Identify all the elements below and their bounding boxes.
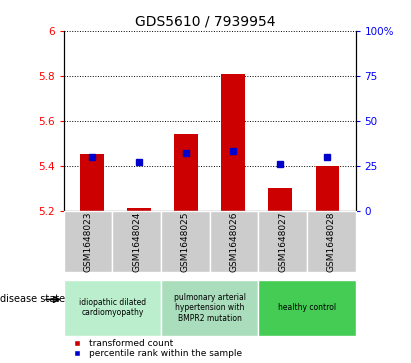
Bar <box>316 166 339 211</box>
Text: GSM1648025: GSM1648025 <box>181 211 190 272</box>
Bar <box>222 74 245 211</box>
Text: GDS5610 / 7939954: GDS5610 / 7939954 <box>135 15 276 29</box>
Text: idiopathic dilated
cardiomyopathy: idiopathic dilated cardiomyopathy <box>79 298 146 317</box>
Text: GSM1648024: GSM1648024 <box>132 211 141 272</box>
Text: healthy control: healthy control <box>278 303 336 312</box>
Text: pulmonary arterial
hypertension with
BMPR2 mutation: pulmonary arterial hypertension with BMP… <box>173 293 246 323</box>
Bar <box>80 154 104 211</box>
Bar <box>127 208 151 211</box>
Legend: transformed count, percentile rank within the sample: transformed count, percentile rank withi… <box>68 339 242 359</box>
Bar <box>174 134 198 211</box>
Text: GSM1648027: GSM1648027 <box>278 211 287 272</box>
Bar <box>268 188 292 211</box>
Text: GSM1648028: GSM1648028 <box>327 211 336 272</box>
Text: GSM1648023: GSM1648023 <box>83 211 92 272</box>
Text: disease state: disease state <box>0 294 65 305</box>
Text: GSM1648026: GSM1648026 <box>229 211 238 272</box>
